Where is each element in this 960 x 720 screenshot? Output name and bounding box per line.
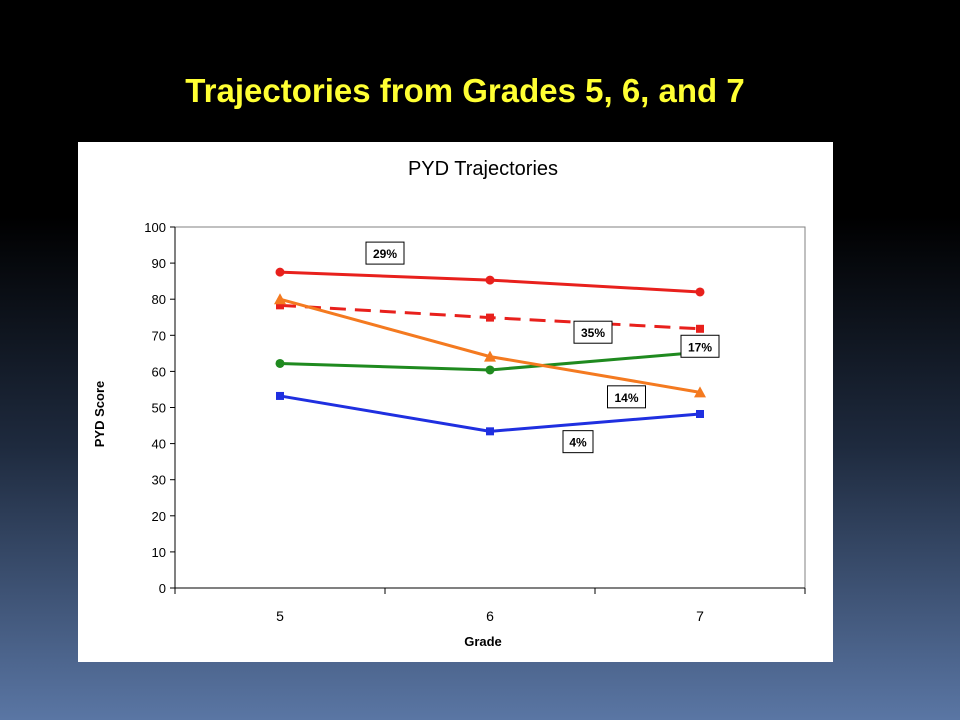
y-tick-label: 0 (159, 581, 166, 596)
series-label: 35% (581, 326, 605, 340)
series-label-box (365, 241, 405, 265)
y-tick-label: 70 (152, 328, 166, 343)
data-point-square (696, 409, 704, 418)
data-point-square (276, 391, 284, 400)
line-chart: PYD Trajectories Grade PYD Score 0 10 20 30… (92, 158, 806, 649)
y-tick-label: 10 (152, 545, 166, 560)
x-tick-label: 6 (486, 608, 494, 624)
axes: 0 10 20 30 40 50 60 70 80 90 100 5 6 7 (144, 220, 806, 624)
x-tick-label: 7 (696, 608, 704, 624)
y-tick-label: 60 (152, 364, 166, 379)
series-label: 4% (569, 436, 587, 450)
series-label: 29% (373, 247, 397, 261)
data-point-square (486, 427, 494, 436)
series-label-box (607, 385, 646, 409)
y-tick-label: 90 (152, 256, 166, 271)
y-tick-label: 50 (152, 401, 166, 416)
series-line (279, 297, 701, 394)
data-point-circle (275, 267, 285, 277)
data-point-triangle (274, 293, 286, 305)
series-group (274, 267, 706, 436)
y-tick-label: 80 (152, 292, 166, 307)
x-axis-title: Grade (464, 634, 502, 649)
series-labels: 29% 35% 17% 14% 4% (365, 241, 720, 454)
series-label: 14% (614, 391, 638, 405)
y-tick-label: 40 (152, 437, 166, 452)
data-point-circle (485, 275, 495, 285)
y-tick-label: 100 (144, 220, 166, 235)
series-label: 17% (688, 340, 712, 354)
data-point-triangle (484, 350, 496, 362)
data-point-square (486, 313, 494, 322)
y-axis-title: PYD Score (92, 381, 107, 447)
data-point-square (696, 324, 704, 333)
series-label-box (562, 430, 594, 454)
data-point-circle (695, 287, 705, 297)
data-point-circle (485, 365, 495, 375)
x-tick-label: 5 (276, 608, 284, 624)
series-label-box (573, 320, 613, 344)
chart-panel: PYD Trajectories Grade PYD Score 0 10 20 30… (78, 142, 833, 662)
data-point-square (276, 301, 284, 310)
chart-title: PYD Trajectories (408, 158, 558, 180)
data-point-triangle (694, 386, 706, 398)
slide-title: Trajectories from Grades 5, 6, and 7 (185, 72, 745, 109)
y-tick-label: 20 (152, 509, 166, 524)
y-tick-label: 30 (152, 473, 166, 488)
data-point-circle (275, 358, 285, 368)
series-label-box (680, 334, 720, 358)
